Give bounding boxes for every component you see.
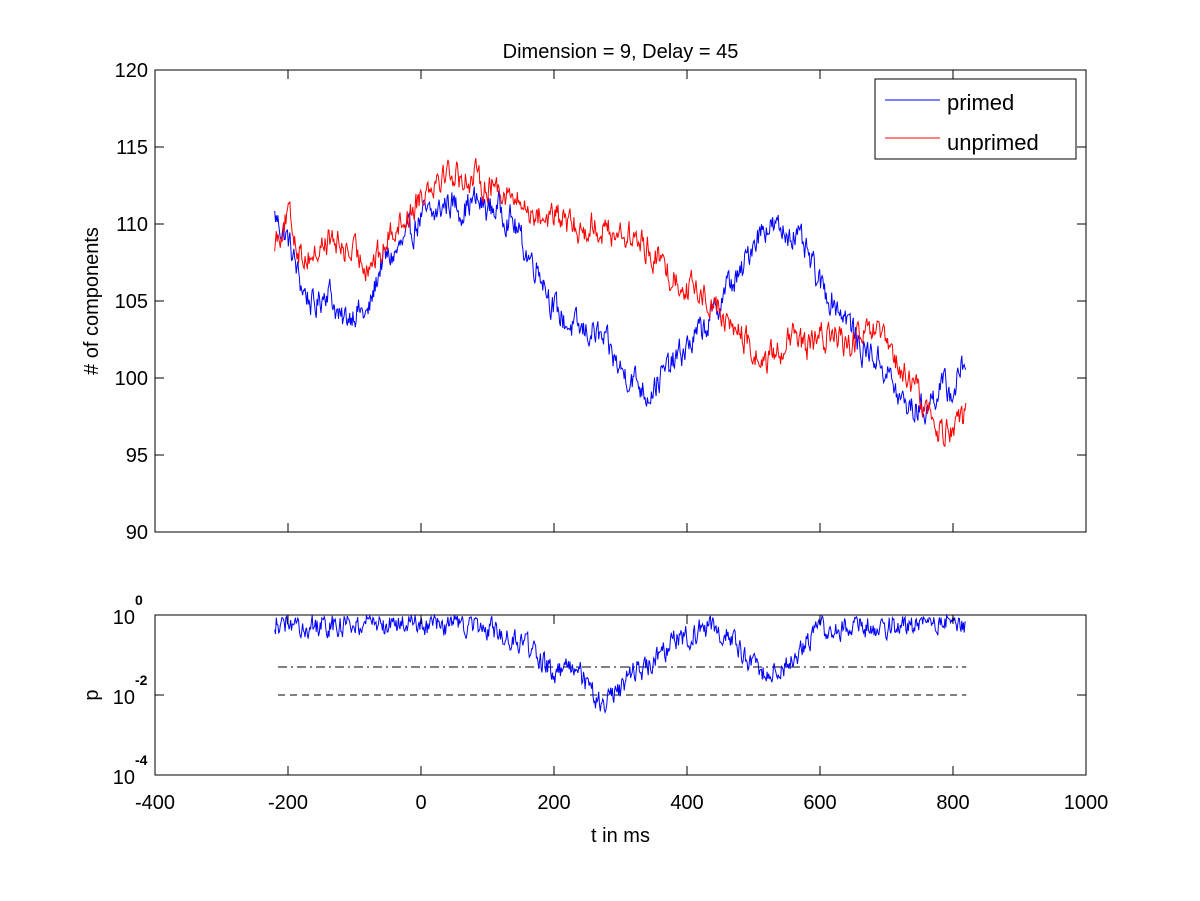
top-y-tick-label: 120 — [115, 60, 148, 82]
bottom-y-tick-exponent: -2 — [135, 672, 148, 688]
legend-label-primed: primed — [947, 90, 1014, 115]
series-line-primed — [274, 186, 967, 425]
x-ticks: -400 -200 0 200 400 600 800 1000 — [135, 615, 1108, 814]
x-tick-label: 400 — [670, 792, 703, 814]
x-tick-label: 600 — [803, 792, 836, 814]
x-tick-label: -200 — [268, 792, 308, 814]
top-y-ticks: 90 95 100 105 110 115 120 — [115, 60, 1087, 544]
legend: primed unprimed — [874, 78, 1077, 160]
p-value-line — [274, 613, 966, 714]
top-panel: Dimension = 9, Delay = 45 # of component… — [81, 41, 1087, 544]
top-y-tick-label: 105 — [115, 291, 148, 313]
x-tick-label: -400 — [135, 792, 175, 814]
chart-title: Dimension = 9, Delay = 45 — [503, 41, 739, 63]
top-y-tick-label: 95 — [126, 445, 148, 467]
bottom-y-tick-exponent: 0 — [135, 592, 143, 608]
series-line-unprimed — [274, 158, 967, 447]
legend-box — [874, 78, 1077, 160]
legend-label-unprimed: unprimed — [947, 130, 1039, 155]
top-y-axis-label: # of components — [81, 227, 103, 375]
top-y-tick-label: 110 — [116, 214, 148, 236]
x-tick-label: 1000 — [1064, 792, 1109, 814]
bottom-y-tick-label: 10 — [113, 767, 135, 789]
top-y-tick-label: 90 — [126, 522, 148, 544]
x-tick-label: 800 — [936, 792, 969, 814]
bottom-series-group — [274, 613, 966, 714]
bottom-y-tick-label: 10 — [113, 687, 135, 709]
reference-lines — [278, 666, 967, 696]
x-axis-label: t in ms — [591, 825, 650, 847]
x-tick-label: 0 — [415, 792, 426, 814]
x-tick-label: 200 — [537, 792, 570, 814]
top-y-tick-label: 115 — [116, 137, 148, 159]
bottom-y-tick-exponent: -4 — [135, 752, 148, 768]
top-y-tick-label: 100 — [115, 368, 148, 390]
bottom-y-axis-label: p — [81, 689, 103, 700]
top-series-group — [274, 158, 967, 447]
bottom-y-tick-label: 10 — [113, 607, 135, 629]
